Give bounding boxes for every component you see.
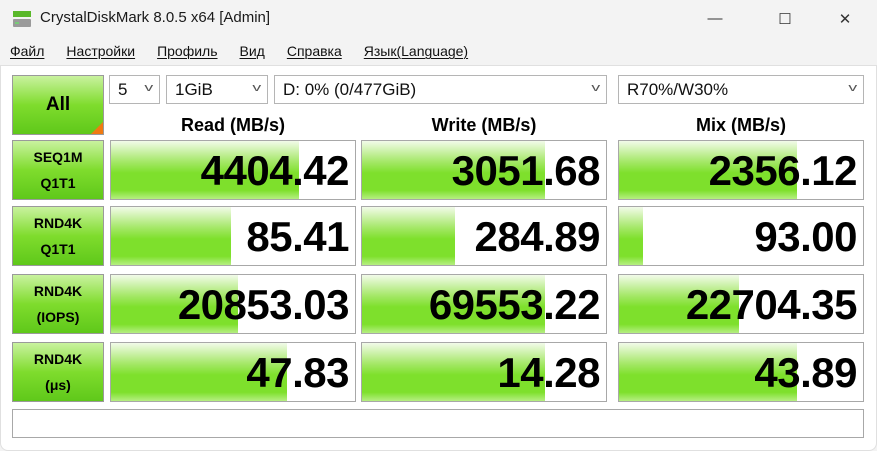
write-result-cell: 3051.68 <box>361 140 607 200</box>
all-button[interactable]: All <box>12 75 104 135</box>
read-result-cell: 20853.03 <box>110 274 356 334</box>
write-result-cell: 14.28 <box>361 342 607 402</box>
result-value: 43.89 <box>754 349 857 396</box>
result-bar <box>619 343 798 401</box>
chevron-down-icon: v <box>143 82 153 94</box>
test-button-2[interactable]: RND4K Q1T1 <box>12 206 104 266</box>
menu-view[interactable]: Вид <box>239 43 265 59</box>
menu-profile[interactable]: Профиль <box>157 43 218 59</box>
result-value: 20853.03 <box>177 281 350 328</box>
all-label: All <box>45 94 71 115</box>
menu-settings[interactable]: Настройки <box>66 43 136 59</box>
result-value: 3051.68 <box>451 147 601 194</box>
read-result-cell: 85.41 <box>110 206 356 266</box>
result-value: 47.83 <box>246 349 349 396</box>
result-bar <box>619 275 739 333</box>
test-sublabel: (IOPS) <box>36 309 80 325</box>
menu-file[interactable]: Файл <box>10 43 45 59</box>
size-value: 1GiB <box>175 79 213 99</box>
result-bar <box>362 343 545 401</box>
result-bar <box>111 275 238 333</box>
drive-value: D: 0% (0/477GiB) <box>283 79 417 99</box>
test-sublabel: Q1T1 <box>40 241 76 257</box>
mix-result-cell: 93.00 <box>618 206 864 266</box>
result-value: 22704.35 <box>685 281 858 328</box>
title-bar: CrystalDiskMark 8.0.5 x64 [Admin] — ☐ ✕ <box>0 0 877 37</box>
app-icon <box>13 11 31 27</box>
result-bar <box>362 275 545 333</box>
menu-help[interactable]: Справка <box>286 43 342 59</box>
test-sublabel: (μs) <box>45 377 71 393</box>
mix-result-cell: 22704.35 <box>618 274 864 334</box>
mix-value: R70%/W30% <box>627 79 729 99</box>
result-bar <box>619 141 798 199</box>
corner-marker <box>91 122 103 134</box>
write-header: Write (MB/s) <box>431 115 537 135</box>
test-label: RND4K <box>33 215 83 231</box>
result-value: 4404.42 <box>200 147 350 194</box>
result-value: 14.28 <box>497 349 600 396</box>
count-value: 5 <box>118 79 128 99</box>
test-button-3[interactable]: RND4K (IOPS) <box>12 274 104 334</box>
test-sublabel: Q1T1 <box>40 175 76 191</box>
maximize-button[interactable]: ☐ <box>778 10 792 28</box>
result-bar <box>619 207 644 265</box>
result-bar <box>111 207 231 265</box>
write-result-cell: 284.89 <box>361 206 607 266</box>
test-button-1[interactable]: SEQ1M Q1T1 <box>12 140 104 200</box>
result-bar <box>362 141 545 199</box>
mix-select[interactable]: R70%/W30% v <box>618 75 864 104</box>
menu-language[interactable]: Язык(Language) <box>363 43 469 59</box>
window-title: CrystalDiskMark 8.0.5 x64 [Admin] <box>40 9 271 26</box>
test-label: RND4K <box>33 283 83 299</box>
result-bar <box>362 207 455 265</box>
result-bar <box>111 343 287 401</box>
chevron-down-icon: v <box>251 82 261 94</box>
write-result-cell: 69553.22 <box>361 274 607 334</box>
test-button-4[interactable]: RND4K (μs) <box>12 342 104 402</box>
mix-result-cell: 2356.12 <box>618 140 864 200</box>
test-label: RND4K <box>33 351 83 367</box>
read-header: Read (MB/s) <box>180 115 285 135</box>
mix-header: Mix (MB/s) <box>696 115 786 135</box>
read-result-cell: 47.83 <box>110 342 356 402</box>
result-value: 284.89 <box>474 213 601 260</box>
result-bar <box>111 141 299 199</box>
result-value: 93.00 <box>754 213 857 260</box>
minimize-button[interactable]: — <box>707 10 723 27</box>
result-value: 2356.12 <box>708 147 858 194</box>
close-button[interactable]: ✕ <box>838 10 852 28</box>
read-result-cell: 4404.42 <box>110 140 356 200</box>
chevron-down-icon: v <box>847 82 857 94</box>
result-value: 69553.22 <box>428 281 601 328</box>
status-bar <box>12 409 864 438</box>
size-select[interactable]: 1GiB v <box>166 75 268 104</box>
result-value: 85.41 <box>246 213 349 260</box>
drive-select[interactable]: D: 0% (0/477GiB) v <box>274 75 607 104</box>
mix-result-cell: 43.89 <box>618 342 864 402</box>
chevron-down-icon: v <box>590 82 600 94</box>
menu-bar: Файл Настройки Профиль Вид Справка Язык(… <box>0 37 877 65</box>
test-label: SEQ1M <box>33 149 83 165</box>
